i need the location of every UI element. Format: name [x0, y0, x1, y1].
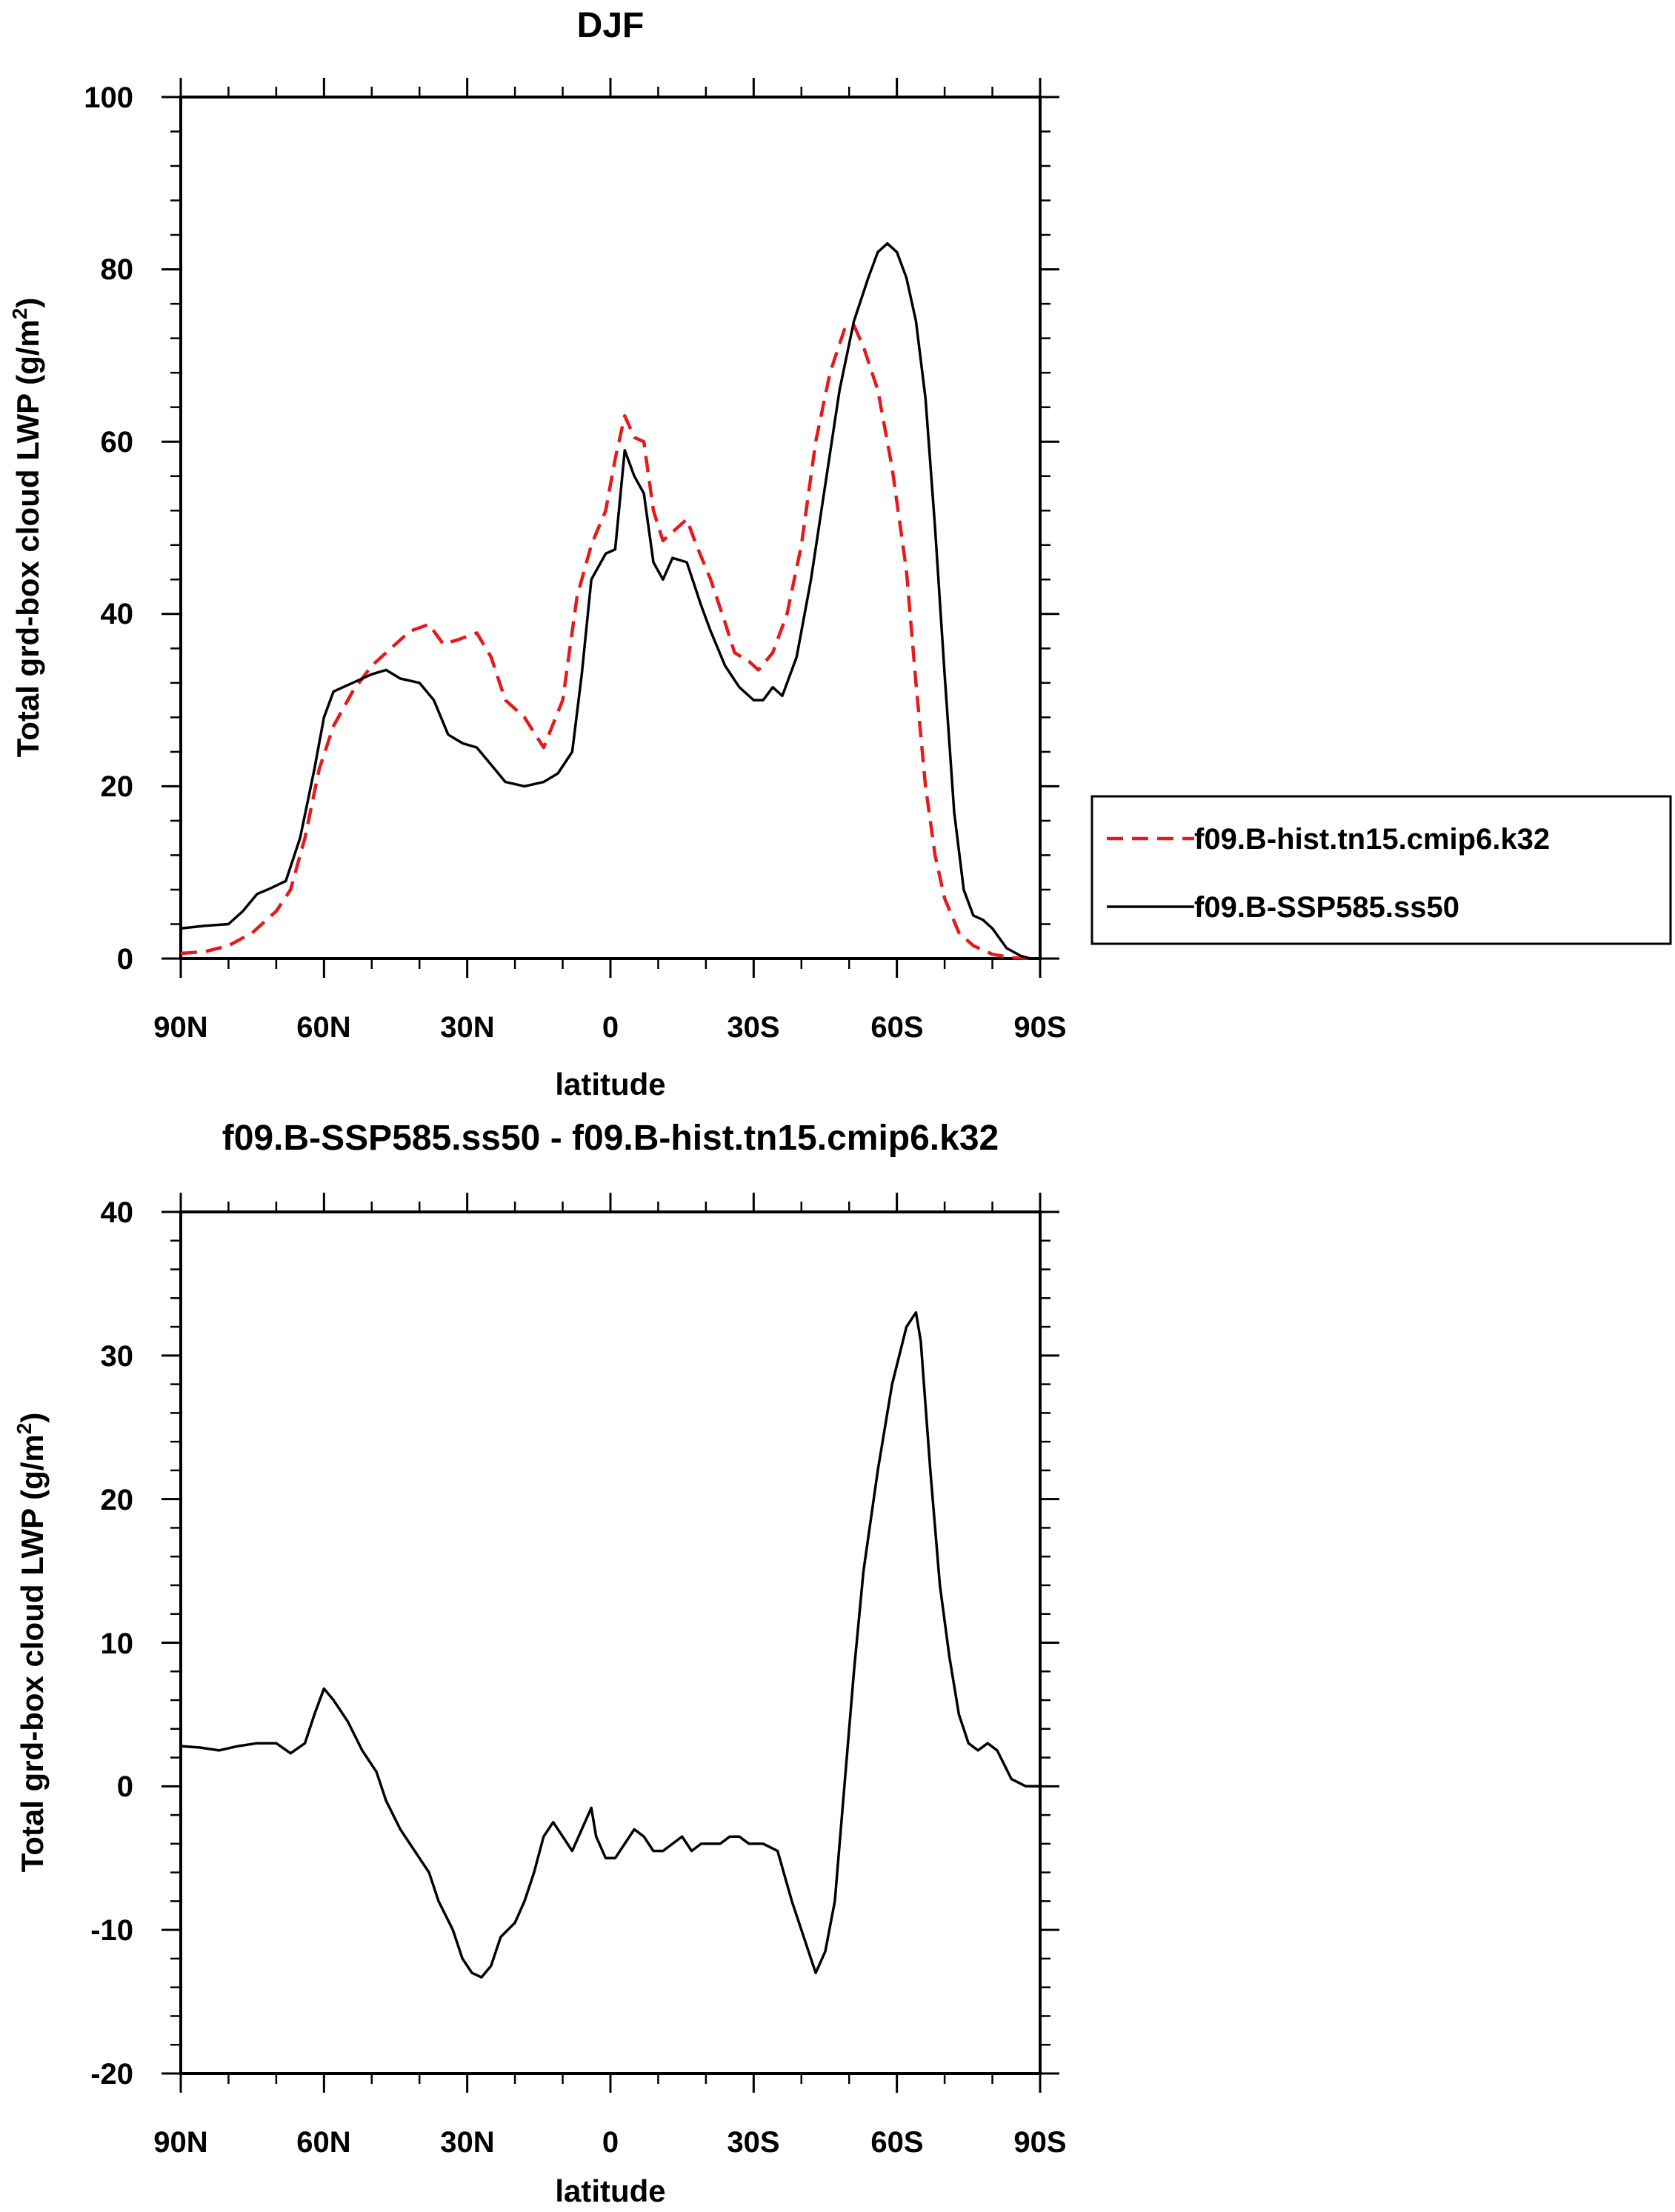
bottom-y-tick-label: 0 [117, 1770, 133, 1803]
bottom-y-tick-label: -10 [90, 1914, 133, 1947]
bottom-x-tick-labels: 90N 60N 30N 0 30S 60S 90S [153, 2126, 1066, 2159]
top-legend: f09.B-hist.tn15.cmip6.k32 f09.B-SSP585.s… [1090, 795, 1672, 945]
top-x-tick-label: 60N [296, 1011, 350, 1044]
bottom-y-tick-label: 10 [101, 1628, 134, 1660]
bottom-y-axis-label: Total grd-box cloud LWP (g/m2) [13, 1413, 50, 1873]
top-x-tick-label: 60S [870, 1011, 923, 1044]
bottom-y-tick-labels: -20 -10 0 10 20 30 40 [90, 1196, 133, 2091]
bottom-x-tick-label: 90N [153, 2126, 207, 2159]
top-chart-title: DJF [577, 6, 645, 45]
top-x-tick-label: 90S [1013, 1011, 1066, 1044]
bottom-x-tick-label: 60S [870, 2126, 923, 2159]
bottom-x-tick-label: 30S [727, 2126, 779, 2159]
top-y-axis-label: Total grd-box cloud LWP (g/m2) [8, 298, 45, 758]
bottom-x-tick-label: 30N [440, 2126, 494, 2159]
top-y-tick-label: 60 [101, 426, 134, 459]
top-panel: DJF 0 20 40 60 80 100 90N 60N 30N 0 30S … [8, 6, 1672, 1102]
bottom-x-tick-label: 90S [1013, 2126, 1066, 2159]
bottom-x-axis-label: latitude [555, 2173, 665, 2208]
bottom-y-tick-label: 40 [101, 1196, 134, 1229]
bottom-x-tick-label: 60N [296, 2126, 350, 2159]
top-y-tick-labels: 0 20 40 60 80 100 [84, 81, 133, 976]
top-x-tick-label: 30S [727, 1011, 779, 1044]
top-x-tick-label: 90N [153, 1011, 207, 1044]
top-x-tick-label: 30N [440, 1011, 494, 1044]
bottom-y-tick-label: -20 [90, 2058, 133, 2091]
top-x-axis-label: latitude [555, 1067, 665, 1102]
top-plot-frame [179, 96, 1042, 960]
legend-label-hist: f09.B-hist.tn15.cmip6.k32 [1194, 823, 1550, 856]
top-y-tick-label: 100 [84, 81, 133, 114]
legend-box [1090, 795, 1672, 945]
top-series-line-2 [180, 241, 1031, 960]
top-x-tick-labels: 90N 60N 30N 0 30S 60S 90S [153, 1011, 1066, 1044]
bottom-axis-ticks [161, 1193, 1059, 2093]
bottom-x-tick-label: 0 [602, 2126, 619, 2159]
bottom-plot-frame [179, 1210, 1042, 2075]
bottom-series-line-1 [180, 1310, 1040, 1979]
top-axis-ticks [161, 78, 1059, 978]
bottom-chart-title: f09.B-SSP585.ss50 - f09.B-hist.tn15.cmip… [222, 1119, 999, 1158]
top-series-line-1 [180, 323, 1031, 961]
top-y-tick-label: 40 [101, 598, 134, 630]
bottom-panel: f09.B-SSP585.ss50 - f09.B-hist.tn15.cmip… [13, 1119, 1067, 2208]
top-y-tick-label: 80 [101, 253, 134, 286]
bottom-y-tick-label: 30 [101, 1340, 134, 1373]
bottom-series-group [180, 1310, 1040, 1979]
bottom-y-tick-label: 20 [101, 1484, 134, 1516]
top-y-tick-label: 20 [101, 770, 134, 803]
top-y-tick-label: 0 [117, 943, 133, 976]
top-x-tick-label: 0 [602, 1011, 619, 1044]
top-series-group [180, 241, 1031, 961]
legend-label-ssp: f09.B-SSP585.ss50 [1194, 891, 1459, 924]
